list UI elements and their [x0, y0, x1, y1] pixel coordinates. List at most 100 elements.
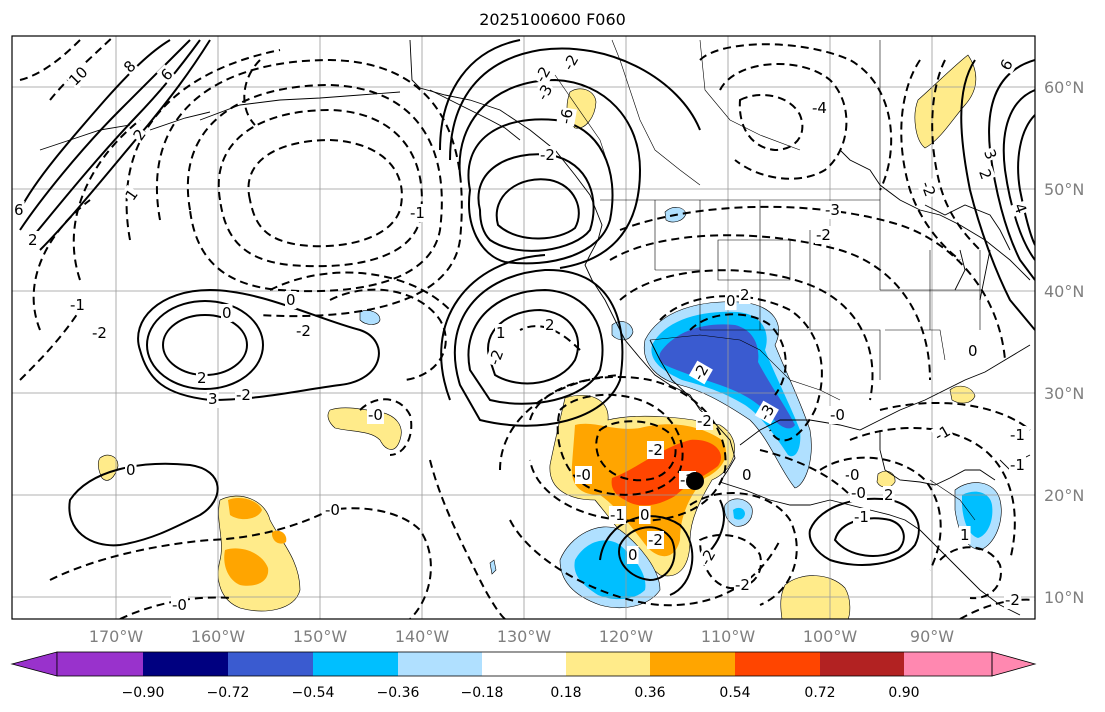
contour-label-halo: [974, 165, 996, 183]
lon-label: 110°W: [701, 627, 756, 646]
colorbar-segment: [57, 652, 143, 676]
contour-label: -0: [325, 501, 340, 519]
contour-label: -0: [576, 466, 591, 484]
colorbar-tick: −0.72: [207, 685, 250, 701]
contour-label: 2: [545, 316, 555, 334]
contour-label: -2: [697, 412, 712, 430]
contour-label-halo: [696, 412, 713, 430]
contour-label-halo: [1009, 199, 1031, 217]
contour-label: 1: [496, 324, 506, 342]
contour-label: -1: [1010, 456, 1025, 474]
contour-label-halo: [734, 576, 751, 594]
map-frame: [11, 35, 1036, 620]
contour-label-halo: [647, 441, 664, 459]
contour-label-halo: [627, 546, 639, 564]
lon-label: 140°W: [395, 627, 450, 646]
contour-label: -6: [556, 107, 576, 125]
negative-anomaly-blue: [659, 324, 795, 429]
contour-label-halo: [221, 304, 233, 322]
contour-label-halo: [754, 400, 779, 425]
contour-label-halo: [324, 501, 341, 519]
contour-label-halo: [532, 80, 557, 105]
lat-label: 20°N: [1044, 486, 1084, 505]
colorbar-segment: [820, 652, 904, 676]
contour-label: 6: [14, 201, 24, 219]
colorbar-segment: [566, 652, 650, 676]
latitude-axis: 60°N 50°N 40°N 30°N 20°N 10°N: [1044, 78, 1084, 607]
lon-label: 90°W: [910, 627, 954, 646]
contour-label-halo: [409, 204, 426, 222]
colorbar-tick: 0.36: [634, 685, 665, 701]
lon-label: 130°W: [497, 627, 552, 646]
contour-label: -4: [812, 99, 827, 117]
contour-label-halo: [295, 322, 312, 340]
contour-label-halo: [967, 342, 979, 360]
longitude-axis: 170°W 160°W 150°W 140°W 130°W 120°W 110°…: [89, 627, 954, 646]
contour-label-halo: [91, 324, 108, 342]
map-panel: 10 8 6 6 2 2 1 -1 -2 0 -2 0 2 3 -2 -1 -2…: [12, 36, 1035, 619]
lon-label: 170°W: [89, 627, 144, 646]
contour-label-halo: [119, 56, 141, 78]
contour-label-halo: [741, 466, 753, 484]
positive-anomaly-red: [611, 439, 722, 506]
lon-label: 100°W: [803, 627, 858, 646]
political-borders: [554, 39, 981, 521]
colorbar-segment: [904, 652, 992, 676]
contour-label-halo: [811, 99, 828, 117]
contour-label-halo: [1009, 456, 1026, 474]
contour-label-halo: [815, 226, 832, 244]
contour-label: -2: [92, 324, 107, 342]
contour-label: 1: [960, 526, 970, 544]
contour-label-halo: [688, 360, 713, 385]
negative-contours: [19, 36, 1035, 619]
contour-label-halo: [556, 106, 577, 127]
contour-label-halo: [639, 506, 651, 524]
contour-label: 0: [628, 546, 638, 564]
colorbar-segment: [313, 652, 398, 676]
contour-label-halo: [849, 466, 861, 484]
colorbar-tick: −0.54: [292, 685, 335, 701]
lat-label: 50°N: [1044, 180, 1084, 199]
colorbar-tick: 0.90: [888, 685, 919, 701]
contour-label: 2: [28, 231, 38, 249]
contour-label: -1: [610, 506, 625, 524]
contour-label-halo: [235, 386, 252, 404]
contour-label: -2: [296, 322, 311, 340]
contour-label: -1: [410, 204, 425, 222]
colorbar-tick: 0.18: [550, 685, 581, 701]
contour-label-halo: [156, 64, 178, 86]
colorbar-segment: [650, 652, 735, 676]
contour-label-halo: [196, 369, 208, 387]
contour-label-halo: [930, 421, 955, 446]
contour-label-halo: [609, 506, 626, 524]
contour-label: -0: [830, 406, 845, 424]
contour-label-halo: [125, 461, 137, 479]
contour-label: 0: [850, 466, 860, 484]
contour-label-halo: [171, 596, 188, 614]
contour-label-halo: [539, 146, 556, 164]
colorbar-segment: [398, 652, 482, 676]
contour-label-halo: [575, 466, 592, 484]
contour-label-halo: [69, 296, 86, 314]
contour-label-halo: [207, 390, 219, 408]
contour-label-halo: [128, 124, 151, 145]
colorbar-tick: 0.54: [719, 685, 750, 701]
contour-label: -2: [236, 386, 251, 404]
contour-label: -2: [735, 576, 750, 594]
contour-label-halo: [544, 316, 556, 334]
lat-label: 60°N: [1044, 78, 1084, 97]
lat-label: 40°N: [1044, 282, 1084, 301]
lon-label: 120°W: [599, 627, 654, 646]
contour-label-halo: [530, 62, 555, 87]
contour-label-halo: [1004, 591, 1021, 609]
contour-label-halo: [850, 484, 867, 502]
storm-center-marker: [686, 472, 704, 490]
colorbar-tick: 0.72: [804, 685, 835, 701]
lat-label: 30°N: [1044, 384, 1084, 403]
contour-label: 2: [884, 486, 894, 504]
contour-label-halo: [120, 184, 143, 205]
contour-label: -2: [648, 531, 663, 549]
lon-label: 160°W: [191, 627, 246, 646]
colorbar-tick: −0.36: [377, 685, 420, 701]
